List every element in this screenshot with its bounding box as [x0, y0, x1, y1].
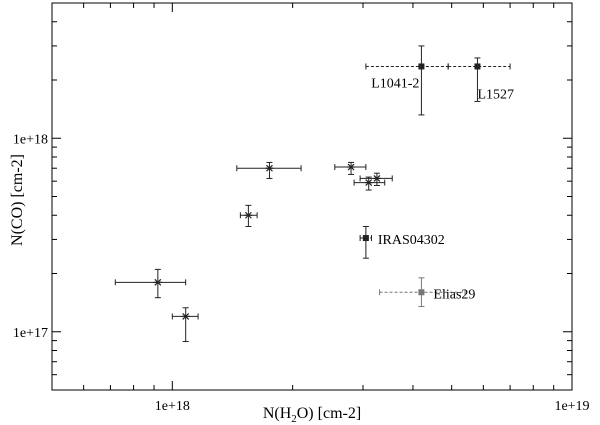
plot-frame — [51, 2, 573, 391]
data-point — [334, 161, 367, 175]
data-point — [353, 176, 386, 191]
point-label: IRAS04302 — [378, 233, 445, 248]
point-label: L1527 — [477, 87, 514, 102]
y-tick-label: 1e+17 — [13, 326, 48, 341]
data-point — [171, 307, 199, 343]
x-axis-label: N(H2O) [cm-2] — [263, 405, 361, 425]
y-tick-label: 1e+18 — [13, 132, 48, 147]
x-tick-label: 1e+19 — [554, 399, 589, 414]
point-label: L1041-2 — [371, 76, 419, 91]
axis-ticks: 1e+18 1e+19 1e+17 1e+18 — [13, 2, 590, 414]
data-points — [114, 45, 511, 343]
data-point — [359, 172, 393, 186]
square-marker — [418, 63, 425, 70]
data-point — [239, 204, 258, 227]
point-annotations: L1041-2 L1527 IRAS04302 Elias29 — [371, 76, 514, 302]
point-label: Elias29 — [433, 287, 475, 302]
square-marker — [362, 235, 369, 242]
data-point — [236, 161, 302, 179]
data-point — [359, 225, 372, 259]
square-marker — [418, 289, 425, 296]
data-point — [447, 57, 511, 102]
y-axis-label: N(CO) [cm-2] — [9, 154, 26, 246]
x-tick-label: 1e+18 — [155, 399, 190, 414]
data-point — [114, 268, 187, 299]
square-marker — [474, 63, 481, 70]
data-point — [379, 277, 466, 308]
